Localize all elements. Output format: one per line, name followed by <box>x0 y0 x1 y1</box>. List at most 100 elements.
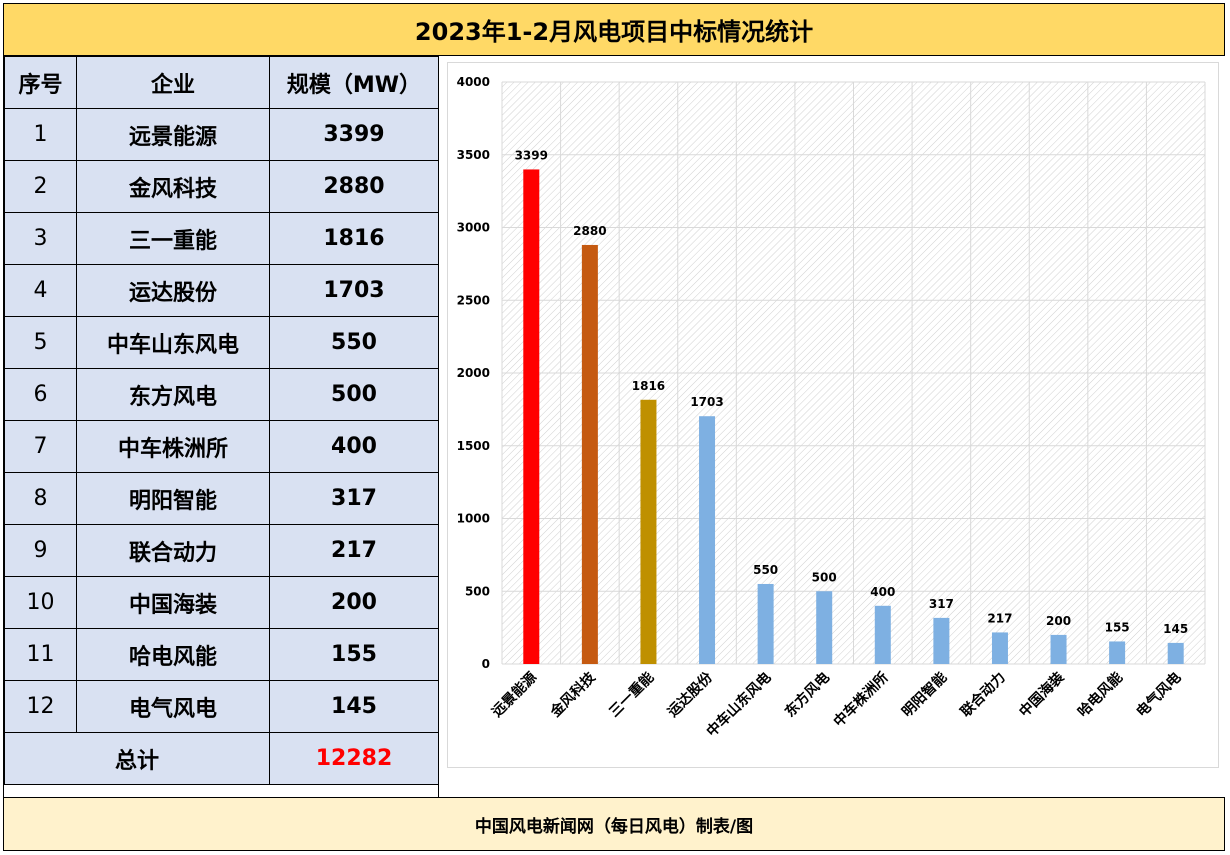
total-label: 总计 <box>4 732 270 785</box>
row-seq: 7 <box>4 420 77 473</box>
row-seq: 8 <box>4 472 77 525</box>
table-row: 12 电气风电 145 <box>4 680 439 733</box>
row-scale: 145 <box>269 680 439 733</box>
bar-value-label: 3399 <box>515 148 548 162</box>
chart-area: 0 500 1000 1500 2000 2500 3000 3500 4000 3399 288… <box>438 56 1226 797</box>
chart-panel: 0 500 1000 1500 2000 2500 3000 3500 4000 3399 288… <box>447 62 1219 768</box>
bar <box>933 617 950 664</box>
bar-value-label: 155 <box>1105 620 1130 634</box>
table-row: 4 运达股份 1703 <box>4 264 439 317</box>
table-row: 8 明阳智能 317 <box>4 472 439 525</box>
x-category-label: 东方风电 <box>781 669 833 721</box>
row-company: 东方风电 <box>76 368 270 421</box>
bar <box>1050 634 1067 664</box>
row-company: 运达股份 <box>76 264 270 317</box>
row-seq: 1 <box>4 108 77 161</box>
y-tick-label: 500 <box>465 584 490 598</box>
bar-value-label: 200 <box>1046 614 1071 628</box>
x-category-label: 电气风电 <box>1133 669 1185 721</box>
row-company: 明阳智能 <box>76 472 270 525</box>
bar <box>640 399 657 664</box>
row-scale: 1816 <box>269 212 439 265</box>
row-seq: 2 <box>4 160 77 213</box>
bar <box>874 605 891 664</box>
bar-value-label: 317 <box>929 597 954 611</box>
x-category-label: 远景能源 <box>489 669 541 721</box>
table-row: 6 东方风电 500 <box>4 368 439 421</box>
row-scale: 500 <box>269 368 439 421</box>
grid-lines <box>501 81 1206 665</box>
row-scale: 200 <box>269 576 439 629</box>
table-total-row: 总计 12282 <box>4 732 439 785</box>
row-scale: 2880 <box>269 160 439 213</box>
y-tick-label: 3000 <box>457 221 490 235</box>
x-category-label: 哈电风能 <box>1074 669 1126 721</box>
bar-value-label: 500 <box>812 570 837 584</box>
row-seq: 12 <box>4 680 77 733</box>
row-company: 中车山东风电 <box>76 316 270 369</box>
row-company: 联合动力 <box>76 524 270 577</box>
bars <box>523 169 1184 664</box>
table-row: 10 中国海装 200 <box>4 576 439 629</box>
bar-value-label: 1816 <box>632 379 665 393</box>
bar <box>699 416 716 664</box>
row-company: 电气风电 <box>76 680 270 733</box>
y-tick-label: 4000 <box>457 75 490 89</box>
y-tick-label: 1000 <box>457 512 490 526</box>
header-seq: 序号 <box>4 56 77 109</box>
y-tick-label: 2500 <box>457 293 490 307</box>
table-row: 2 金风科技 2880 <box>4 160 439 213</box>
table-row: 1 远景能源 3399 <box>4 108 439 161</box>
row-seq: 6 <box>4 368 77 421</box>
x-category-label: 金风科技 <box>546 668 599 721</box>
row-seq: 11 <box>4 628 77 681</box>
row-seq: 10 <box>4 576 77 629</box>
row-scale: 1703 <box>269 264 439 317</box>
page-title: 2023年1-2月风电项目中标情况统计 <box>4 4 1224 56</box>
header-company: 企业 <box>76 56 270 109</box>
table-header-row: 序号 企业 规模（MW） <box>4 56 439 109</box>
x-category-label: 明阳智能 <box>899 669 951 721</box>
bar <box>991 632 1008 664</box>
total-value: 12282 <box>269 732 439 785</box>
table-row: 5 中车山东风电 550 <box>4 316 439 369</box>
bar-value-label: 1703 <box>690 395 723 409</box>
bar <box>757 583 774 664</box>
data-table: 序号 企业 规模（MW） 1 远景能源 3399 2 金风科技 2880 3 三一重能 1816… <box>4 56 439 785</box>
bar <box>1167 642 1184 664</box>
row-scale: 550 <box>269 316 439 369</box>
table-row: 7 中车株洲所 400 <box>4 420 439 473</box>
row-seq: 5 <box>4 316 77 369</box>
row-seq: 3 <box>4 212 77 265</box>
x-category-label: 三一重能 <box>606 669 658 721</box>
y-axis-ticks: 0 500 1000 1500 2000 2500 3000 3500 4000 <box>457 75 490 671</box>
row-scale: 400 <box>269 420 439 473</box>
y-tick-label: 3500 <box>457 148 490 162</box>
row-scale: 155 <box>269 628 439 681</box>
row-company: 远景能源 <box>76 108 270 161</box>
x-category-label: 运达股份 <box>664 668 716 720</box>
x-category-label: 中车株洲所 <box>830 669 892 731</box>
table-row: 3 三一重能 1816 <box>4 212 439 265</box>
bar <box>581 244 598 664</box>
y-tick-label: 0 <box>482 657 490 671</box>
bar <box>816 591 833 664</box>
bar-value-label: 400 <box>870 585 895 599</box>
row-company: 中车株洲所 <box>76 420 270 473</box>
row-scale: 217 <box>269 524 439 577</box>
bar-value-label: 2880 <box>573 224 606 238</box>
bar <box>523 169 540 664</box>
bar-chart: 0 500 1000 1500 2000 2500 3000 3500 4000 3399 288… <box>457 75 1206 740</box>
table-row: 9 联合动力 217 <box>4 524 439 577</box>
data-labels: 3399 2880 1816 1703 550 500 400 317 217 200 155 145 <box>515 148 1189 635</box>
y-tick-label: 1500 <box>457 439 490 453</box>
header-scale: 规模（MW） <box>269 56 439 109</box>
table-row: 11 哈电风能 155 <box>4 628 439 681</box>
x-category-label: 中国海装 <box>1016 668 1068 720</box>
bar-value-label: 145 <box>1163 622 1188 636</box>
table-body: 1 远景能源 3399 2 金风科技 2880 3 三一重能 1816 4 运达股份 1703 5 中车山… <box>4 108 439 733</box>
report-frame: 2023年1-2月风电项目中标情况统计 序号 企业 规模（MW） 1 远景能源 33… <box>3 3 1226 851</box>
row-scale: 3399 <box>269 108 439 161</box>
row-seq: 4 <box>4 264 77 317</box>
y-tick-label: 2000 <box>457 366 490 380</box>
